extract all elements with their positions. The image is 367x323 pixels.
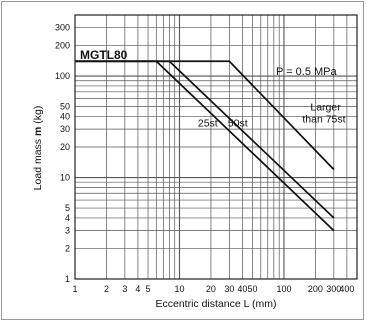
x-axis-label: Eccentric distance L (mm) (156, 298, 277, 310)
y-tick-label: 3 (65, 226, 70, 236)
y-tick-label: 100 (55, 71, 70, 81)
chart-frame (1, 1, 364, 320)
series-label-line: Larger (310, 101, 341, 113)
pressure-label: P = 0.5 MPa (276, 66, 338, 78)
series-label-line: 50st (228, 117, 248, 129)
x-tick-label: 20 (206, 284, 216, 294)
x-tick-label: 10 (174, 284, 184, 294)
y-tick-label: 20 (60, 142, 70, 152)
x-tick-label: 30 (224, 284, 234, 294)
y-axis-label-prefix: Load mass (32, 136, 44, 190)
x-tick-label: 400 (339, 284, 354, 294)
x-tick-label: 300 (326, 284, 341, 294)
y-tick-label: 4 (65, 213, 70, 223)
series-label-2: 50st (228, 117, 248, 129)
x-tick-label: 1 (72, 284, 77, 294)
y-axis-label-suffix: (kg) (32, 106, 44, 127)
y-tick-label: 30 (60, 124, 70, 134)
x-tick-label: 3 (122, 284, 127, 294)
x-tick-label: 100 (276, 284, 291, 294)
x-tick-label: 50 (248, 284, 258, 294)
y-tick-label: 200 (55, 41, 70, 51)
plot-border (74, 14, 358, 280)
series-line-25st (75, 60, 335, 232)
x-tick-label: 40 (237, 284, 247, 294)
y-tick-label: 300 (55, 23, 70, 33)
series-label-line: than 75st (302, 113, 345, 125)
model-label: MGTL80 (80, 48, 128, 62)
x-tick-label: 5 (146, 284, 151, 294)
y-tick-label: 1 (65, 274, 70, 284)
series-label-line: 25st (198, 117, 218, 129)
y-tick-label: 50 (60, 102, 70, 112)
series-lines (75, 60, 335, 232)
series-label-1: 25st (198, 117, 218, 129)
y-axis-label-symbol: m (32, 127, 44, 136)
y-tick-label: 40 (60, 111, 70, 121)
tick-labels: 1 2 3 4 5 10 20 30 40 50 100 200 3004001234510203040… (55, 23, 354, 294)
y-axis-label: Load mass m (kg) (32, 106, 44, 191)
x-tick-label: 2 (104, 284, 109, 294)
y-tick-label: 5 (65, 203, 70, 213)
y-tick-label: 2 (65, 243, 70, 253)
series-line-larger-than-75st (75, 60, 335, 171)
series-label-3: Larger than 75st (302, 101, 345, 125)
x-tick-label: 4 (135, 284, 140, 294)
y-tick-label: 10 (60, 173, 70, 183)
x-tick-label: 200 (308, 284, 323, 294)
